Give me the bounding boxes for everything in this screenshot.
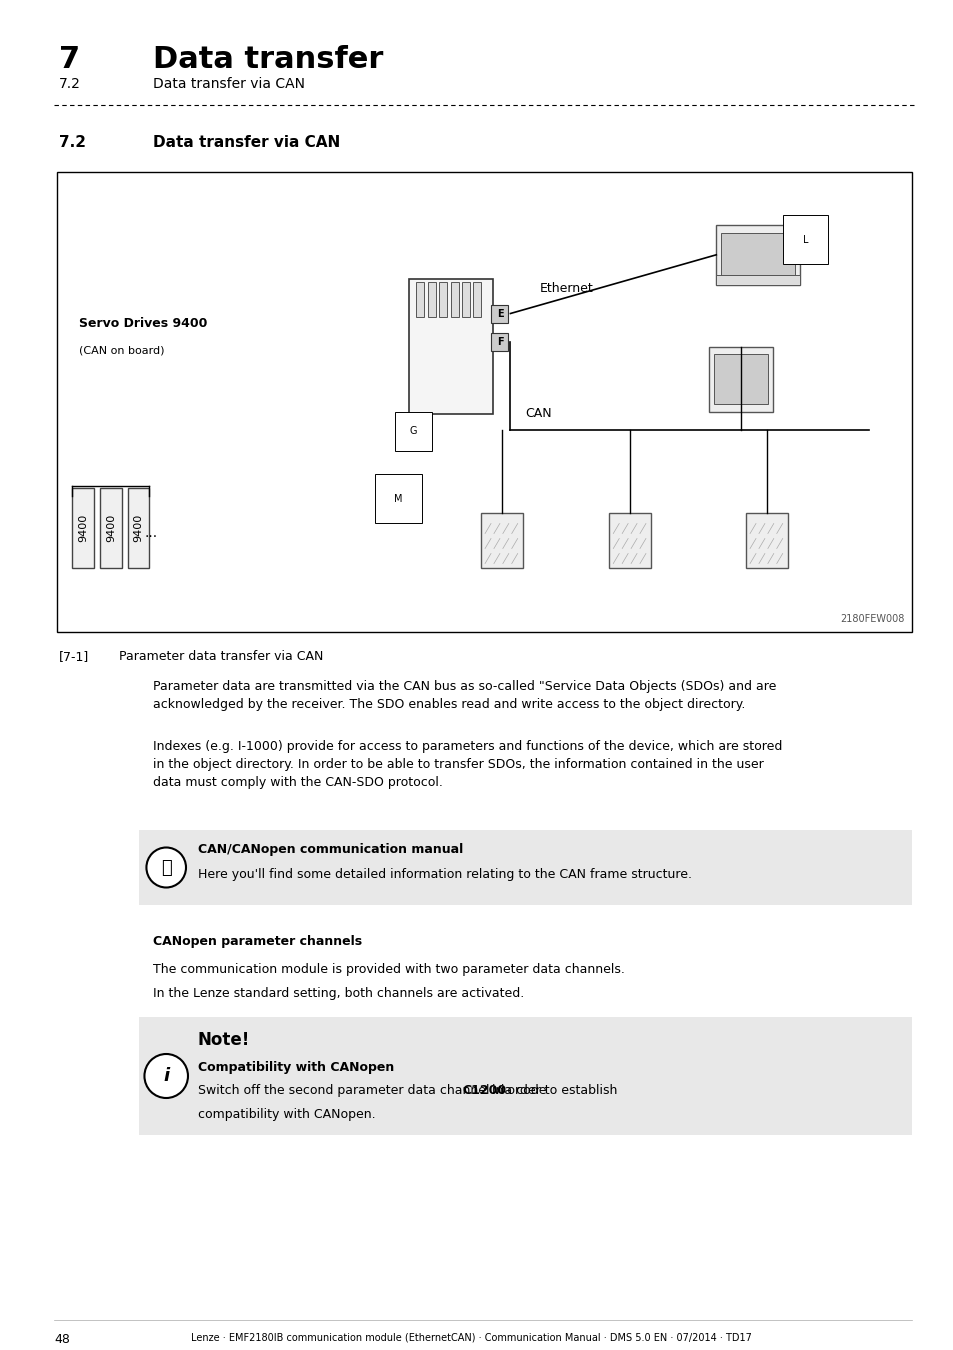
Text: 7: 7 [59,45,80,74]
Bar [450,282,458,317]
Text: Parameter data are transmitted via the CAN bus as so-called "Service Data Object: Parameter data are transmitted via the C… [153,680,776,711]
Text: compatibility with CANopen.: compatibility with CANopen. [197,1108,375,1120]
Text: E: E [497,309,504,319]
FancyBboxPatch shape [138,830,911,905]
FancyBboxPatch shape [480,513,522,567]
Bar [438,282,447,317]
Text: Note!: Note! [197,1031,250,1049]
Text: Switch off the second parameter data channel via code: Switch off the second parameter data cha… [197,1084,550,1098]
Bar [473,282,480,317]
FancyBboxPatch shape [138,1017,911,1135]
Text: F: F [497,336,504,347]
Text: Compatibility with CANopen: Compatibility with CANopen [197,1061,394,1075]
Text: 7.2: 7.2 [59,135,87,150]
Text: 9400: 9400 [133,513,143,541]
Text: ⓘ: ⓘ [161,859,172,876]
Bar [490,305,508,323]
Text: M: M [394,494,402,504]
FancyBboxPatch shape [745,513,787,567]
Text: (CAN on board): (CAN on board) [79,346,165,355]
Text: Ethernet: Ethernet [539,282,594,296]
Bar [713,354,767,404]
Text: 48: 48 [54,1332,71,1346]
Text: L: L [801,235,807,244]
Text: CAN/CANopen communication manual: CAN/CANopen communication manual [197,842,462,856]
Circle shape [144,1054,188,1098]
Text: CAN: CAN [525,406,552,420]
Text: ...: ... [145,525,158,540]
Bar [416,282,424,317]
FancyBboxPatch shape [708,347,773,412]
Text: In the Lenze standard setting, both channels are activated.: In the Lenze standard setting, both chan… [153,987,524,1000]
Text: 9400: 9400 [106,513,115,541]
FancyBboxPatch shape [609,513,650,567]
Text: Lenze · EMF2180IB communication module (EthernetCAN) · Communication Manual · DM: Lenze · EMF2180IB communication module (… [192,1332,752,1343]
Bar [100,487,122,567]
Text: Servo Drives 9400: Servo Drives 9400 [79,317,208,329]
Text: 2180FEW008: 2180FEW008 [839,614,903,624]
Bar [716,275,800,285]
Bar [720,232,795,275]
Bar [490,332,508,351]
Text: in order to establish: in order to establish [488,1084,617,1098]
Text: 9400: 9400 [78,513,88,541]
Text: Data transfer via CAN: Data transfer via CAN [153,135,340,150]
Text: Data transfer via CAN: Data transfer via CAN [153,77,305,90]
Bar [461,282,470,317]
Text: 7.2: 7.2 [59,77,81,90]
FancyBboxPatch shape [57,171,911,632]
Text: [7-1]: [7-1] [59,649,90,663]
Text: i: i [163,1066,169,1085]
Text: G: G [410,427,416,436]
Text: Indexes (e.g. I-1000) provide for access to parameters and functions of the devi: Indexes (e.g. I-1000) provide for access… [153,740,781,788]
Text: Parameter data transfer via CAN: Parameter data transfer via CAN [118,649,323,663]
Text: C1200: C1200 [462,1084,506,1098]
Text: Here you'll find some detailed information relating to the CAN frame structure.: Here you'll find some detailed informati… [197,868,691,882]
Bar [72,487,94,567]
FancyBboxPatch shape [716,225,800,285]
Bar [427,282,436,317]
Text: CANopen parameter channels: CANopen parameter channels [153,936,362,948]
Text: The communication module is provided with two parameter data channels.: The communication module is provided wit… [153,963,624,976]
Bar [128,487,150,567]
Circle shape [146,848,186,887]
Text: Data transfer: Data transfer [153,45,383,74]
FancyBboxPatch shape [408,279,492,414]
